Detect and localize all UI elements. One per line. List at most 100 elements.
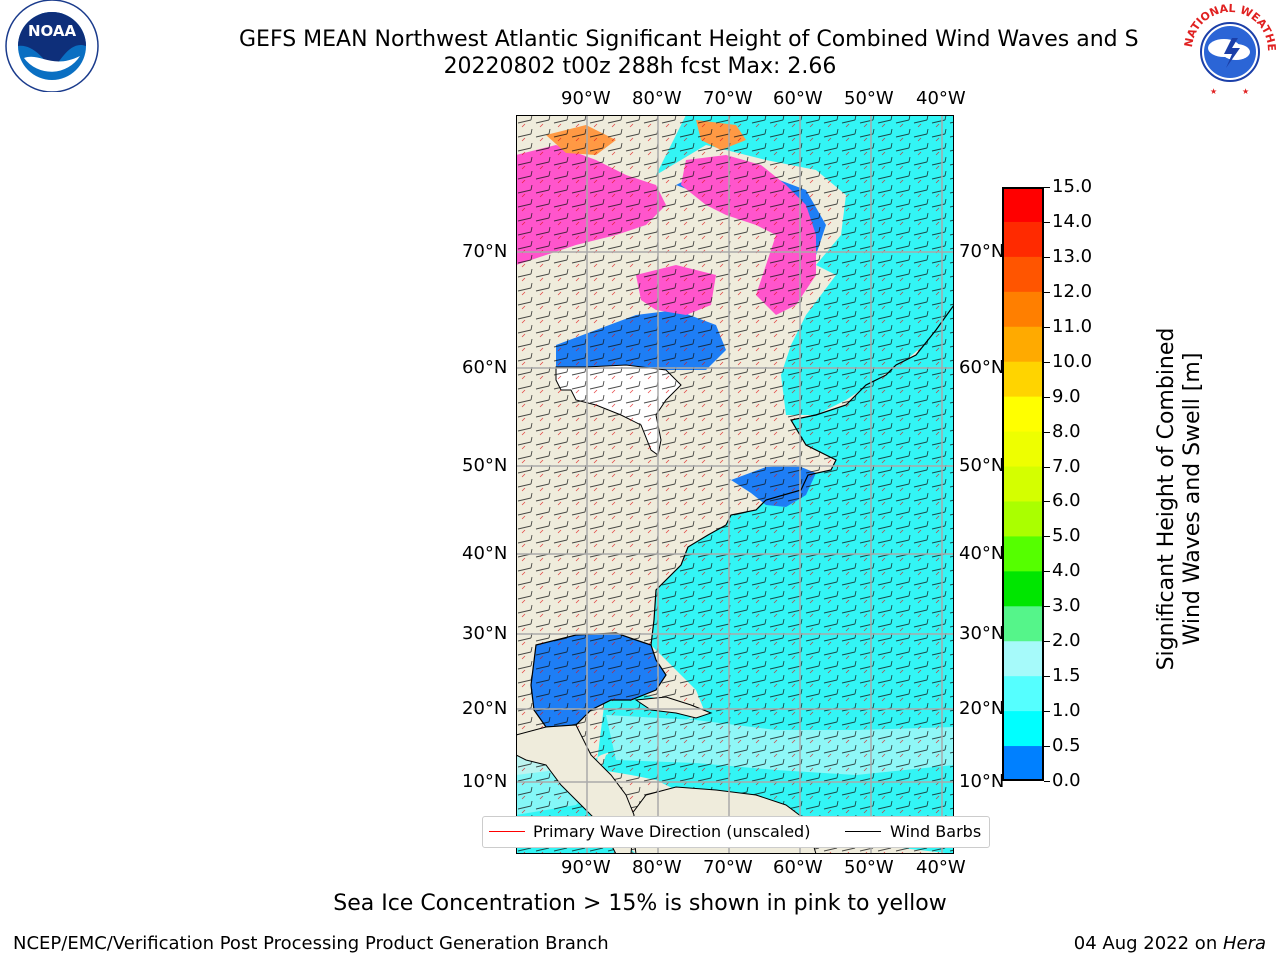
lat-label: 50°N	[959, 455, 1005, 476]
colorbar-segment	[1002, 501, 1044, 537]
footer-date-text: 04 Aug 2022 on	[1073, 933, 1223, 954]
colorbar-tick-mark	[1044, 256, 1050, 258]
colorbar-tick-mark	[1044, 536, 1050, 538]
colorbar-segment	[1002, 221, 1044, 258]
colorbar-tick-label: 1.0	[1052, 700, 1081, 722]
colorbar-segment	[1002, 711, 1044, 747]
colorbar-tick-label: 5.0	[1052, 525, 1081, 547]
colorbar-tick-label: 15.0	[1052, 176, 1093, 197]
colorbar-tick-label: 8.0	[1052, 420, 1081, 442]
colorbar-tick-label: 9.0	[1052, 385, 1081, 407]
colorbar-tick-label: 6.0	[1052, 490, 1081, 512]
lat-label: 10°N	[959, 771, 1005, 792]
colorbar-segment	[1002, 536, 1044, 572]
colorbar-segment	[1002, 466, 1044, 502]
lat-label: 70°N	[959, 241, 1005, 262]
colorbar-segment	[1002, 746, 1044, 781]
nws-logo: NATIONAL WEATHER SERVICE ★ ★	[1180, 2, 1278, 97]
lon-label: 40°W	[916, 857, 966, 878]
colorbar-segment	[1002, 571, 1044, 607]
lat-label: 30°N	[462, 623, 508, 644]
lon-label: 90°W	[561, 857, 611, 878]
colorbar-tick-mark	[1044, 781, 1050, 782]
legend-wind-label: Wind Barbs	[890, 822, 982, 841]
colorbar-tick-label: 12.0	[1052, 280, 1093, 302]
colorbar-tick-label: 10.0	[1052, 350, 1093, 372]
lat-label: 30°N	[959, 623, 1005, 644]
noaa-logo: NOAA	[2, 0, 102, 92]
footer-date: 04 Aug 2022 on Hera	[1074, 933, 1266, 954]
lon-label: 60°W	[773, 88, 823, 109]
lon-label: 80°W	[632, 857, 682, 878]
lon-label: 90°W	[561, 88, 611, 109]
colorbar-segment	[1002, 641, 1044, 677]
coastline-east	[650, 304, 954, 646]
coastline-cuba	[634, 696, 713, 719]
lat-label: 60°N	[462, 357, 508, 378]
lon-label: 80°W	[632, 88, 682, 109]
colorbar-tick-label: 0.0	[1052, 770, 1081, 791]
lat-label: 60°N	[959, 357, 1005, 378]
lon-label: 70°W	[703, 857, 753, 878]
colorbar-tick-mark	[1044, 291, 1050, 293]
colorbar-segment	[1002, 256, 1044, 293]
lat-label: 70°N	[462, 241, 508, 262]
colorbar-segment	[1002, 676, 1044, 712]
lat-label: 20°N	[959, 698, 1005, 719]
colorbar-tick-label: 7.0	[1052, 455, 1081, 477]
colorbar-tick-label: 0.5	[1052, 735, 1081, 757]
svg-text:★: ★	[1242, 87, 1249, 96]
footer-machine: Hera	[1222, 933, 1266, 954]
colorbar-tick-mark	[1044, 361, 1050, 363]
svg-text:★: ★	[1210, 87, 1217, 96]
title-line-1: GEFS MEAN Northwest Atlantic Significant…	[239, 27, 1139, 52]
colorbar-tick-mark	[1044, 711, 1050, 713]
lon-label: 50°W	[844, 88, 894, 109]
colorbar-tick-label: 2.0	[1052, 630, 1081, 652]
colorbar-label: Significant Height of Combined Wind Wave…	[1154, 299, 1206, 699]
colorbar-label-line-2: Wind Waves and Swell [m]	[1180, 352, 1205, 646]
colorbar-tick-mark	[1044, 466, 1050, 468]
colorbar-segment	[1002, 291, 1044, 328]
map-legend: Primary Wave Direction (unscaled) Wind B…	[482, 816, 990, 848]
wave-height-map	[516, 115, 954, 854]
colorbar-tick-label: 1.5	[1052, 665, 1081, 687]
colorbar-segment	[1002, 361, 1044, 398]
colorbar-tick-mark	[1044, 396, 1050, 398]
colorbar-segment	[1002, 431, 1044, 468]
sea-ice-note: Sea Ice Concentration > 15% is shown in …	[333, 891, 947, 916]
colorbar-tick-label: 3.0	[1052, 595, 1081, 617]
colorbar-tick-mark	[1044, 641, 1050, 643]
lat-label: 40°N	[959, 543, 1005, 564]
colorbar-segment	[1002, 326, 1044, 363]
colorbar-tick-mark	[1044, 326, 1050, 328]
colorbar-tick-mark	[1044, 501, 1050, 503]
lon-label: 50°W	[844, 857, 894, 878]
colorbar	[1002, 187, 1044, 781]
coastline-gulf	[530, 632, 667, 728]
lon-label: 70°W	[703, 88, 753, 109]
colorbar-tick-mark	[1044, 221, 1050, 223]
colorbar-frame	[1002, 187, 1044, 781]
lon-label: 40°W	[916, 88, 966, 109]
lat-label: 10°N	[462, 771, 508, 792]
colorbar-label-line-1: Significant Height of Combined	[1154, 327, 1179, 671]
noaa-logo-text: NOAA	[28, 22, 77, 40]
colorbar-tick-mark	[1044, 187, 1050, 188]
colorbar-tick-label: 14.0	[1052, 210, 1093, 232]
lat-label: 50°N	[462, 455, 508, 476]
legend-wind-line	[845, 831, 881, 832]
title-line-2: 20220802 t00z 288h fcst Max: 2.66	[443, 54, 837, 79]
legend-wave-line	[489, 831, 525, 832]
colorbar-tick-mark	[1044, 431, 1050, 433]
lat-label: 40°N	[462, 543, 508, 564]
legend-wave-label: Primary Wave Direction (unscaled)	[533, 822, 811, 841]
colorbar-tick-label: 4.0	[1052, 560, 1081, 582]
gridlines	[516, 115, 954, 854]
footer-branch: NCEP/EMC/Verification Post Processing Pr…	[13, 933, 609, 954]
colorbar-tick-label: 13.0	[1052, 245, 1093, 267]
colorbar-segment	[1002, 606, 1044, 642]
colorbar-tick-label: 11.0	[1052, 315, 1093, 337]
colorbar-tick-mark	[1044, 606, 1050, 608]
colorbar-tick-mark	[1044, 676, 1050, 678]
